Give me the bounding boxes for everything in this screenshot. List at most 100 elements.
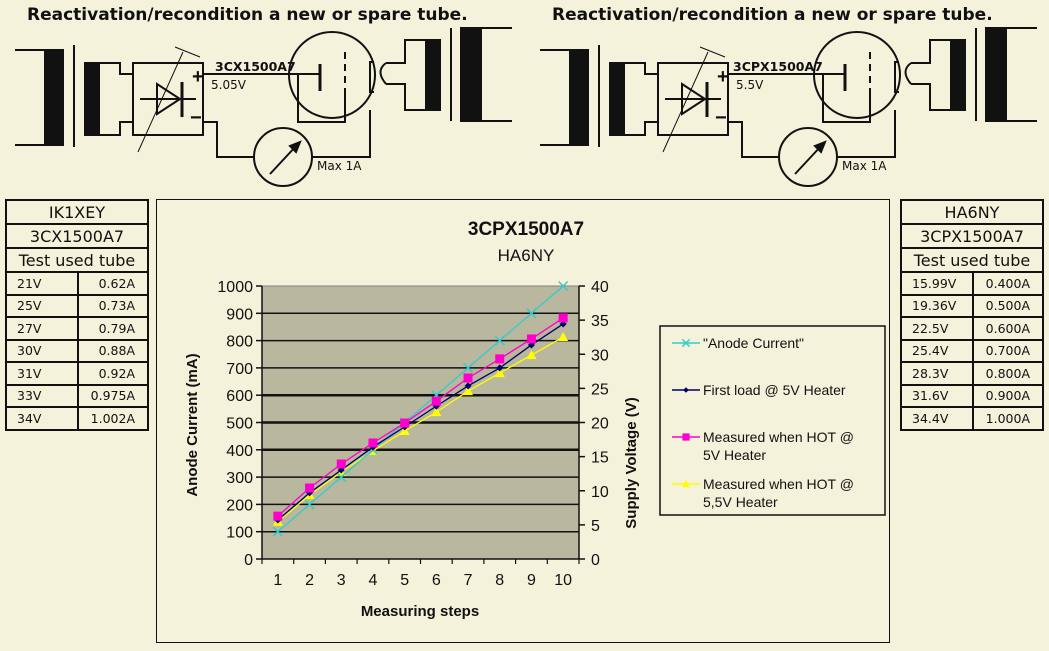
x-tick-label: 5 <box>400 572 409 589</box>
left-heading: Reactivation/recondition a new or spare … <box>27 5 468 25</box>
x-marker <box>272 526 283 537</box>
voltage-cell: 25.4V <box>900 338 974 363</box>
current-cell: 0.600A <box>972 316 1044 341</box>
current-cell: 0.975A <box>77 383 149 408</box>
y2-tick-label: 25 <box>591 381 609 398</box>
left-rectifier <box>132 46 204 153</box>
current-cell: 0.800A <box>972 361 1044 386</box>
voltage-cell: 30V <box>5 338 79 363</box>
voltage-cell: 22.5V <box>900 316 974 341</box>
table-row: 25.4V 0.700A <box>900 338 1044 363</box>
diamond-marker <box>683 387 689 393</box>
triangle-marker <box>463 386 474 396</box>
square-marker <box>495 354 505 364</box>
y-tick-label: 500 <box>226 416 253 433</box>
current-cell: 0.79A <box>77 316 149 341</box>
triangle-marker <box>399 425 410 435</box>
voltage-cell: 27V <box>5 316 79 341</box>
left-table-callsign: IK1XEY <box>5 199 149 225</box>
current-cell: 0.62A <box>77 271 149 296</box>
legend-label-cont: 5V Heater <box>703 447 766 463</box>
x-marker <box>463 362 474 373</box>
table-row: 21V 0.62A <box>5 271 149 296</box>
table-row: 34.4V 1.000A <box>900 406 1044 431</box>
current-cell: 0.73A <box>77 293 149 318</box>
current-cell: 0.700A <box>972 338 1044 363</box>
triangle-marker <box>526 350 537 360</box>
square-marker <box>336 459 346 469</box>
voltage-cell: 34.4V <box>900 406 974 431</box>
square-marker <box>682 433 690 441</box>
right-rectifier <box>657 46 729 153</box>
current-cell: 1.000A <box>972 406 1044 431</box>
square-marker <box>305 483 315 493</box>
legend-label: First load @ 5V Heater <box>703 382 846 398</box>
y2-tick-label: 40 <box>591 279 609 296</box>
y2-tick-label: 20 <box>591 416 609 433</box>
table-row: 31.6V 0.900A <box>900 383 1044 408</box>
right-schematic: + − <box>540 27 1037 187</box>
square-marker <box>463 373 473 383</box>
voltage-cell: 25V <box>5 293 79 318</box>
chart-container: 3CPX1500A7 HA6NY 0 100 200 300 400 500 600 700 8… <box>156 199 890 643</box>
series-line <box>277 285 564 533</box>
table-row: 25V 0.73A <box>5 293 149 318</box>
x-tick-label: 3 <box>337 572 346 589</box>
left-table-tube: 3CX1500A7 <box>5 223 149 249</box>
current-cell: 0.500A <box>972 293 1044 318</box>
y-tick-label: 900 <box>226 306 253 323</box>
square-marker <box>368 438 378 448</box>
right-meter-label: Max 1A <box>842 159 887 173</box>
table-row: 19.36V 0.500A <box>900 293 1044 318</box>
y2-tick-label: 10 <box>591 484 609 501</box>
square-marker <box>526 334 536 344</box>
right-plus-sign: + <box>717 66 729 88</box>
x-tick-label: 4 <box>368 572 377 589</box>
y-tick-label: 1000 <box>217 279 253 296</box>
voltage-cell: 31V <box>5 361 79 386</box>
y-tick-label: 800 <box>226 334 253 351</box>
table-row: 15.99V 0.400A <box>900 271 1044 296</box>
voltage-cell: 15.99V <box>900 271 974 296</box>
series-line <box>277 323 564 521</box>
x-marker <box>304 499 315 510</box>
current-cell: 0.400A <box>972 271 1044 296</box>
right-table-tube: 3CPX1500A7 <box>900 223 1044 249</box>
voltage-cell: 28.3V <box>900 361 974 386</box>
voltage-cell: 31.6V <box>900 383 974 408</box>
left-tube-label: 3CX1500A7 <box>215 59 296 74</box>
voltage-cell: 34V <box>5 406 79 431</box>
table-row: 30V 0.88A <box>5 338 149 363</box>
current-cell: 1.002A <box>77 406 149 431</box>
x-tick-label: 10 <box>554 572 572 589</box>
y-tick-label: 300 <box>226 470 253 487</box>
y2-axis-label: Supply Voltage (V) <box>623 397 640 528</box>
table-row: 31V 0.92A <box>5 361 149 386</box>
left-table-caption: Test used tube <box>5 247 149 273</box>
right-table-caption: Test used tube <box>900 247 1044 273</box>
right-heading: Reactivation/recondition a new or spare … <box>552 5 993 25</box>
right-minus-sign: − <box>715 107 727 129</box>
right-measurement-table: HA6NY 3CPX1500A7 Test used tube 15.99V 0.… <box>900 199 1044 431</box>
table-row: 34V 1.002A <box>5 406 149 431</box>
current-cell: 0.900A <box>972 383 1044 408</box>
y-tick-label: 400 <box>226 443 253 460</box>
chart-title: 3CPX1500A7 <box>468 219 584 240</box>
line-chart: 3CPX1500A7 HA6NY 01002003004005006007008… <box>184 219 886 620</box>
legend-item: "Anode Current" <box>672 335 804 351</box>
left-meter-label: Max 1A <box>317 159 362 173</box>
x-tick-label: 2 <box>305 572 314 589</box>
diamond-marker <box>496 364 504 372</box>
left-transformer-primary <box>15 45 133 147</box>
y-tick-label: 700 <box>226 361 253 378</box>
right-table-callsign: HA6NY <box>900 199 1044 225</box>
right-ammeter <box>778 127 838 187</box>
right-transformer-primary <box>540 45 658 147</box>
triangle-marker <box>682 480 690 488</box>
x-tick-label: 8 <box>495 572 504 589</box>
left-schematic: + − <box>15 27 512 187</box>
square-marker <box>431 396 441 406</box>
table-row: 27V 0.79A <box>5 316 149 341</box>
x-marker <box>526 308 537 319</box>
voltage-cell: 21V <box>5 271 79 296</box>
